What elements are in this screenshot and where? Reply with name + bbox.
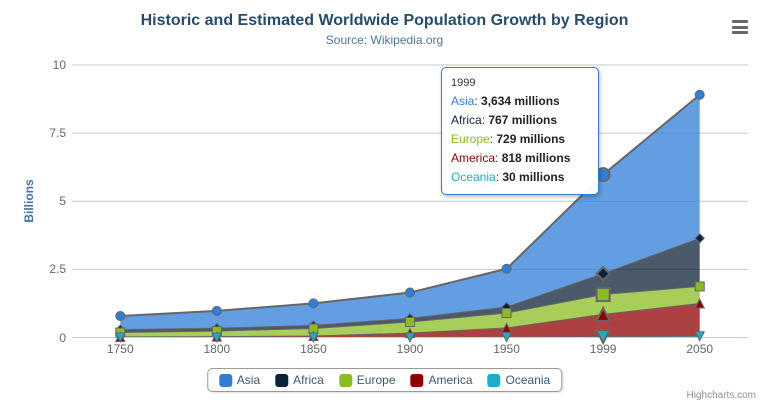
x-axis-label: 1750 [106, 342, 134, 356]
y-axis-label: 0 [59, 330, 66, 345]
marker-america-2050[interactable] [694, 297, 706, 309]
marker-oceania-1850[interactable] [308, 332, 319, 344]
marker-oceania-1800[interactable] [211, 332, 223, 344]
tooltip-row-europe: Europe: 729 millions [451, 132, 566, 146]
y-axis-label: 10 [52, 58, 66, 72]
credits-link[interactable]: Highcharts.com [686, 390, 756, 401]
marker-europe-2050[interactable] [694, 281, 705, 292]
marker-africa-2050[interactable] [694, 233, 705, 244]
x-axis-label: 2050 [686, 342, 714, 356]
legend-item-europe[interactable]: Europe [338, 373, 396, 387]
legend-symbol-icon [410, 373, 424, 387]
legend-symbol-icon [338, 373, 352, 387]
x-axis-label: 1800 [203, 342, 231, 356]
legend-symbol-icon [275, 373, 289, 387]
marker-europe-1900[interactable] [405, 316, 415, 327]
marker-oceania-2050[interactable] [694, 331, 706, 342]
tooltip-header: 1999 [451, 77, 476, 89]
area-asia[interactable] [120, 94, 700, 330]
marker-asia-2050[interactable] [694, 89, 705, 100]
marker-africa-1999[interactable] [595, 265, 612, 282]
legend-item-america[interactable]: America [410, 373, 473, 387]
marker-oceania-1950[interactable] [501, 332, 512, 343]
legend-label: Asia [236, 373, 261, 387]
x-axis-label: 1999 [589, 342, 617, 356]
area-america[interactable] [120, 303, 700, 338]
marker-america-1999[interactable] [595, 305, 612, 322]
legend-symbol-icon [218, 373, 232, 387]
y-axis-label: 2.5 [49, 262, 66, 277]
tooltip-row-america: America: 818 millions [451, 151, 571, 165]
x-axis-label: 1950 [493, 342, 520, 356]
tooltip-rows: Asia: 3,634 millions Africa: 767 millions… [451, 92, 589, 187]
context-menu-button[interactable] [732, 20, 748, 37]
marker-asia-1850[interactable] [308, 298, 319, 309]
x-axis-label: 1900 [396, 342, 424, 356]
marker-asia-1950[interactable] [501, 263, 512, 274]
x-axis-label: 1850 [300, 342, 327, 356]
y-axis-label: 5 [59, 194, 66, 209]
legend-item-asia[interactable]: Asia [218, 373, 261, 387]
tooltip-row-africa: Africa: 767 millions [451, 113, 558, 127]
marker-oceania-1999[interactable] [595, 329, 612, 346]
marker-asia-1750[interactable] [115, 310, 126, 321]
legend-label: Africa [293, 373, 324, 387]
burger-bar-icon [732, 20, 748, 23]
legend-item-oceania[interactable]: Oceania [487, 373, 551, 387]
legend: Asia Africa Europe America Oceania [206, 368, 563, 392]
marker-asia-1900[interactable] [405, 287, 415, 298]
legend-item-africa[interactable]: Africa [275, 373, 324, 387]
tooltip: 1999 Asia: 3,634 millions Africa: 767 mil… [441, 67, 599, 195]
legend-label: Europe [356, 373, 396, 387]
legend-label: America [428, 373, 473, 387]
tooltip-row-oceania: Oceania: 30 millions [451, 170, 565, 184]
chart-title: Historic and Estimated Worldwide Populat… [140, 12, 629, 29]
burger-bar-icon [732, 31, 748, 34]
burger-bar-icon [732, 25, 748, 29]
area-africa[interactable] [120, 238, 700, 333]
tooltip-row-asia: Asia: 3,634 millions [451, 94, 560, 108]
chart-subtitle: Source: Wikipedia.org [325, 33, 444, 47]
y-axis-label: 7.5 [49, 126, 66, 141]
marker-oceania-1900[interactable] [404, 332, 416, 343]
marker-asia-1800[interactable] [211, 305, 222, 316]
marker-oceania-1750[interactable] [114, 332, 126, 344]
marker-europe-1950[interactable] [501, 308, 512, 319]
legend-label: Oceania [505, 373, 551, 387]
legend-symbol-icon [487, 373, 501, 387]
marker-europe-1999[interactable] [595, 287, 611, 303]
